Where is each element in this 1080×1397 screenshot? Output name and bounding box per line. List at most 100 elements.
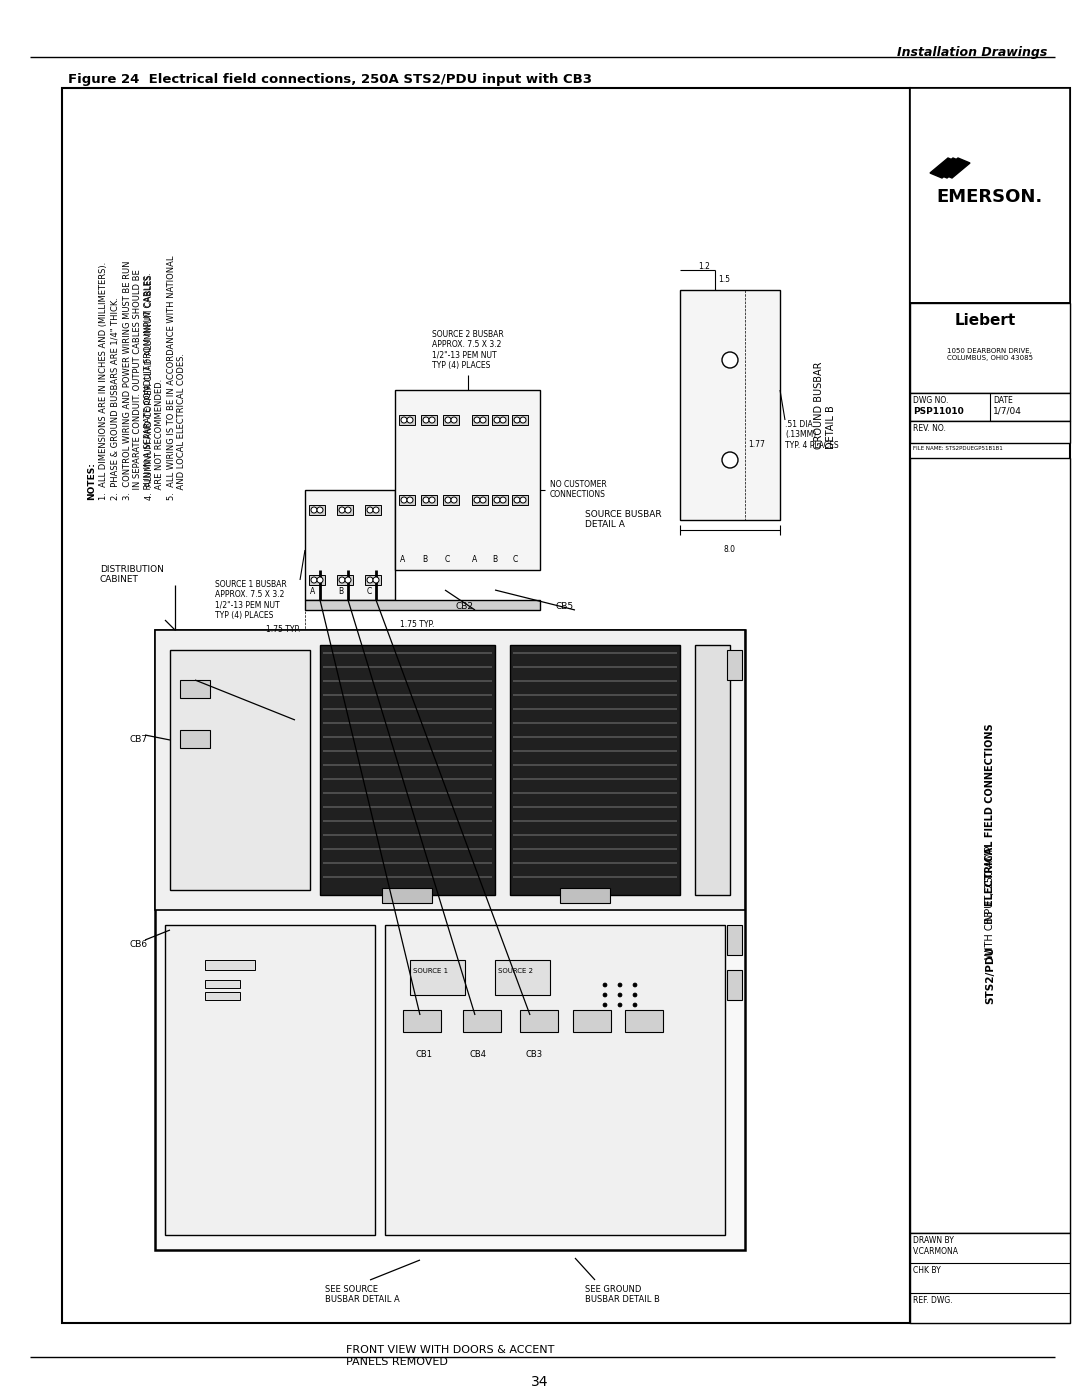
Text: CB7: CB7 (130, 735, 148, 745)
Bar (337, 504, 353, 515)
Circle shape (494, 497, 500, 503)
Bar (910, 303, 1070, 393)
Text: 1.77: 1.77 (748, 440, 765, 448)
Text: 1/7/04: 1/7/04 (993, 407, 1022, 416)
Text: SOURCE 1: SOURCE 1 (413, 968, 448, 974)
Bar (205, 992, 240, 1000)
Bar (421, 495, 437, 504)
Circle shape (407, 497, 413, 503)
Text: CHK BY: CHK BY (913, 1266, 941, 1275)
Bar (320, 645, 495, 895)
Text: B: B (422, 555, 428, 564)
Circle shape (500, 416, 507, 423)
Circle shape (494, 416, 500, 423)
Text: CB2: CB2 (455, 602, 473, 610)
Bar (205, 981, 240, 988)
Circle shape (500, 497, 507, 503)
Polygon shape (935, 158, 966, 177)
Bar (384, 925, 725, 1235)
Bar (472, 415, 488, 425)
Text: 1.75 TYP.: 1.75 TYP. (400, 620, 434, 629)
Circle shape (603, 1003, 607, 1007)
Text: CB5: CB5 (555, 602, 573, 610)
Text: GROUND BUSBAR
DETAIL B: GROUND BUSBAR DETAIL B (814, 362, 836, 448)
Text: EMERSON.: EMERSON. (936, 189, 1043, 205)
Bar (727, 650, 742, 680)
Circle shape (618, 993, 622, 997)
Circle shape (603, 983, 607, 988)
Text: INPUT, 250 AMP: INPUT, 250 AMP (985, 845, 995, 925)
Circle shape (373, 507, 379, 513)
Bar (510, 645, 680, 895)
Circle shape (723, 352, 738, 367)
Bar (170, 650, 310, 890)
Bar (492, 415, 508, 425)
Text: 3.  CONTROL WIRING AND POWER WIRING MUST BE RUN
    IN SEPARATE CONDUIT. OUTPUT : 3. CONTROL WIRING AND POWER WIRING MUST … (123, 260, 152, 500)
Bar (472, 495, 488, 504)
Text: 1.75 TYP.: 1.75 TYP. (266, 624, 300, 634)
Circle shape (345, 577, 351, 583)
Circle shape (423, 416, 429, 423)
Bar (309, 576, 325, 585)
Bar (561, 888, 610, 902)
Bar (399, 415, 415, 425)
Circle shape (633, 993, 637, 997)
Text: NO CUSTOMER
CONNECTIONS: NO CUSTOMER CONNECTIONS (550, 481, 607, 499)
Bar (625, 1010, 663, 1032)
Circle shape (514, 497, 519, 503)
Bar (495, 960, 550, 995)
Bar (156, 630, 745, 1250)
Text: FILE NAME: STS2PDUEGP51B1B1: FILE NAME: STS2PDUEGP51B1B1 (913, 446, 1002, 451)
Bar (395, 390, 540, 570)
Text: CB4: CB4 (470, 1051, 487, 1059)
Text: .51 DIA.
(.13MM)
TYP. 4 PLACES: .51 DIA. (.13MM) TYP. 4 PLACES (785, 420, 839, 450)
Text: 1.2: 1.2 (698, 263, 710, 271)
Bar (309, 504, 325, 515)
Bar (365, 576, 381, 585)
Circle shape (633, 983, 637, 988)
Bar (463, 1010, 501, 1032)
Text: A: A (310, 587, 315, 597)
Text: 8.0: 8.0 (724, 545, 735, 555)
Text: DRAWN BY: DRAWN BY (913, 1236, 954, 1245)
Circle shape (633, 1003, 637, 1007)
Circle shape (373, 577, 379, 583)
Bar (910, 393, 1070, 420)
Text: 1.  ALL DIMENSIONS ARE IN INCHES AND (MILLIMETERS).: 1. ALL DIMENSIONS ARE IN INCHES AND (MIL… (99, 261, 108, 500)
Text: 34: 34 (531, 1375, 549, 1389)
Bar (180, 680, 210, 698)
Bar (62, 88, 910, 1323)
Bar (910, 458, 1070, 1234)
Bar (727, 925, 742, 956)
Bar (727, 970, 742, 1000)
Text: Figure 24  Electrical field connections, 250A STS2/PDU input with CB3: Figure 24 Electrical field connections, … (68, 73, 592, 87)
Text: REF. DWG.: REF. DWG. (913, 1296, 953, 1305)
Circle shape (318, 577, 323, 583)
Bar (337, 576, 353, 585)
Bar (421, 415, 437, 425)
Text: CB3: CB3 (525, 1051, 542, 1059)
Circle shape (401, 416, 407, 423)
Text: SOURCE 2 BUSBAR
APPROX. 7.5 X 3.2
1/2"-13 PEM NUT
TYP (4) PLACES: SOURCE 2 BUSBAR APPROX. 7.5 X 3.2 1/2"-1… (432, 330, 504, 370)
Bar (305, 599, 540, 610)
Circle shape (339, 577, 345, 583)
Bar (910, 88, 1070, 303)
Text: 5.  ALL WIRING IS TO BE IN ACCORDANCE WITH NATIONAL
    AND LOCAL ELECTRICAL COD: 5. ALL WIRING IS TO BE IN ACCORDANCE WIT… (167, 256, 187, 500)
Text: SOURCE 1 BUSBAR
APPROX. 7.5 X 3.2
1/2"-13 PEM NUT
TYP (4) PLACES: SOURCE 1 BUSBAR APPROX. 7.5 X 3.2 1/2"-1… (215, 580, 287, 620)
Circle shape (519, 416, 526, 423)
Bar (910, 1234, 1070, 1323)
Text: B: B (492, 555, 498, 564)
Bar (910, 88, 1070, 1323)
Text: B: B (338, 587, 343, 597)
Text: 4.  ALUMINUM AND COPPER CLAD ALUMINUM CABLES
    ARE NOT RECOMMENDED.: 4. ALUMINUM AND COPPER CLAD ALUMINUM CAB… (145, 274, 164, 500)
Text: C: C (366, 587, 372, 597)
Text: V.CARMONA: V.CARMONA (913, 1248, 959, 1256)
Circle shape (519, 497, 526, 503)
Circle shape (339, 507, 345, 513)
Bar (512, 415, 528, 425)
Bar (305, 490, 395, 599)
Bar (910, 420, 1070, 443)
Circle shape (451, 416, 457, 423)
Bar (519, 1010, 558, 1032)
Text: SOURCE BUSBAR
DETAIL A: SOURCE BUSBAR DETAIL A (585, 510, 662, 529)
